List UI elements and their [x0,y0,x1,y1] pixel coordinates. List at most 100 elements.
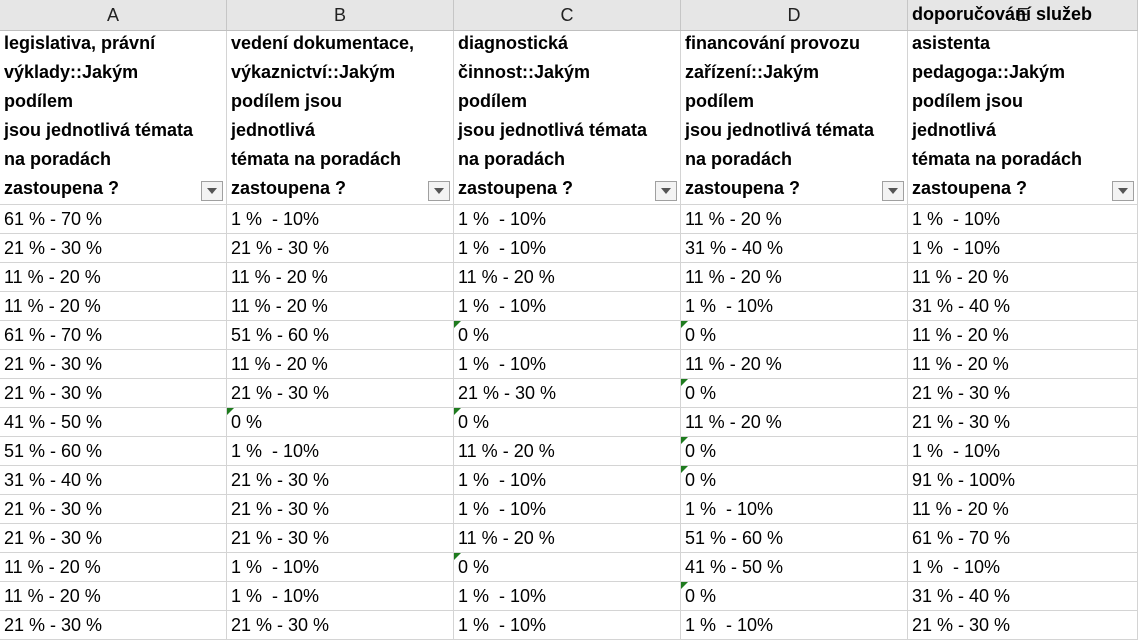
table-cell[interactable]: 1 % - 10% [454,466,681,494]
table-cell[interactable]: 61 % - 70 % [0,321,227,349]
table-cell[interactable]: 1 % - 10% [908,205,1138,233]
header-line: výkaznictví::Jakým [231,62,396,82]
table-cell[interactable]: 21 % - 30 % [454,379,681,407]
table-cell[interactable]: 1 % - 10% [454,582,681,610]
header-cell-a[interactable]: legislativa, právní výklady::Jakým podíle… [0,31,227,204]
table-cell[interactable]: 0 % [681,582,908,610]
table-cell[interactable]: 21 % - 30 % [0,524,227,552]
table-cell[interactable]: 41 % - 50 % [681,553,908,581]
table-cell[interactable]: 1 % - 10% [908,234,1138,262]
column-header-c[interactable]: C [454,0,681,30]
table-cell[interactable]: 31 % - 40 % [681,234,908,262]
table-cell[interactable]: 11 % - 20 % [908,495,1138,523]
table-cell[interactable]: 61 % - 70 % [0,205,227,233]
header-line: podílem jsou jednotlivá [912,91,1024,140]
header-cell-d[interactable]: financování provozu zařízení::Jakým podíl… [681,31,908,204]
table-cell[interactable]: 21 % - 30 % [0,234,227,262]
table-cell[interactable]: 11 % - 20 % [227,292,454,320]
table-cell[interactable]: 1 % - 10% [454,205,681,233]
table-cell[interactable]: 1 % - 10% [681,495,908,523]
table-cell[interactable]: 0 % [454,321,681,349]
filter-dropdown-button[interactable] [882,181,904,201]
table-cell[interactable]: 0 % [681,437,908,465]
header-line: zastoupena ? [685,178,801,198]
table-cell[interactable]: 21 % - 30 % [227,466,454,494]
table-cell[interactable]: 11 % - 20 % [227,350,454,378]
table-cell[interactable]: 11 % - 20 % [681,408,908,436]
header-cell-c[interactable]: diagnostická činnost::Jakým podílem jsou j… [454,31,681,204]
table-cell[interactable]: 0 % [227,408,454,436]
table-cell[interactable]: 11 % - 20 % [908,263,1138,291]
filter-dropdown-button[interactable] [655,181,677,201]
table-cell[interactable]: 51 % - 60 % [681,524,908,552]
table-cell[interactable]: 21 % - 30 % [227,524,454,552]
table-cell[interactable]: 21 % - 30 % [0,379,227,407]
table-cell[interactable]: 1 % - 10% [681,292,908,320]
table-cell[interactable]: 11 % - 20 % [0,582,227,610]
table-row: 61 % - 70 % 1 % - 10% 1 % - 10% 11 % - 20 %… [0,205,1138,234]
filter-dropdown-button[interactable] [201,181,223,201]
table-cell[interactable]: 11 % - 20 % [681,205,908,233]
table-cell[interactable]: 21 % - 30 % [227,495,454,523]
table-cell[interactable]: 1 % - 10% [908,553,1138,581]
table-cell[interactable]: 0 % [681,321,908,349]
table-cell[interactable]: 0 % [681,466,908,494]
column-header-a[interactable]: A [0,0,227,30]
header-label: diagnostická činnost::Jakým podílem jsou j… [458,29,680,203]
table-cell[interactable]: 41 % - 50 % [0,408,227,436]
table-cell[interactable]: 21 % - 30 % [908,611,1138,639]
header-line: zastoupena ? [458,178,574,198]
table-cell[interactable]: 1 % - 10% [454,350,681,378]
table-cell[interactable]: 21 % - 30 % [0,350,227,378]
table-cell[interactable]: 11 % - 20 % [0,292,227,320]
table-cell[interactable]: 11 % - 20 % [227,263,454,291]
table-cell[interactable]: 21 % - 30 % [0,611,227,639]
table-cell[interactable]: 11 % - 20 % [454,263,681,291]
column-header-b[interactable]: B [227,0,454,30]
table-cell[interactable]: 11 % - 20 % [454,437,681,465]
table-cell[interactable]: 21 % - 30 % [908,379,1138,407]
table-cell[interactable]: 21 % - 30 % [227,234,454,262]
table-cell[interactable]: 1 % - 10% [454,611,681,639]
table-cell[interactable]: 61 % - 70 % [908,524,1138,552]
table-cell[interactable]: 31 % - 40 % [0,466,227,494]
header-cell-e[interactable]: doporučování služeb asistenta pedagoga::Ja… [908,4,1138,204]
table-cell[interactable]: 31 % - 40 % [908,582,1138,610]
table-cell[interactable]: 21 % - 30 % [227,379,454,407]
table-cell[interactable]: 31 % - 40 % [908,292,1138,320]
table-cell[interactable]: 1 % - 10% [908,437,1138,465]
table-cell[interactable]: 11 % - 20 % [0,553,227,581]
table-cell[interactable]: 1 % - 10% [681,611,908,639]
table-cell[interactable]: 1 % - 10% [227,553,454,581]
table-cell[interactable]: 21 % - 30 % [227,611,454,639]
table-cell[interactable]: 1 % - 10% [227,437,454,465]
table-cell[interactable]: 11 % - 20 % [681,263,908,291]
table-cell[interactable]: 0 % [454,553,681,581]
filter-dropdown-button[interactable] [428,181,450,201]
table-cell[interactable]: 1 % - 10% [227,205,454,233]
table-cell[interactable]: 11 % - 20 % [908,350,1138,378]
table-cell[interactable]: 11 % - 20 % [908,321,1138,349]
table-cell[interactable]: 1 % - 10% [227,582,454,610]
table-cell[interactable]: 21 % - 30 % [0,495,227,523]
table-cell[interactable]: 0 % [454,408,681,436]
table-row: 61 % - 70 % 51 % - 60 % 0 % 0 % 11 % - 20 % [0,321,1138,350]
table-cell[interactable]: 51 % - 60 % [0,437,227,465]
table-cell[interactable]: 1 % - 10% [454,495,681,523]
table-cell[interactable]: 21 % - 30 % [908,408,1138,436]
table-cell[interactable]: 1 % - 10% [454,234,681,262]
header-line: asistenta [912,33,991,53]
table-row: 21 % - 30 % 21 % - 30 % 11 % - 20 % 51 % - … [0,524,1138,553]
table-cell[interactable]: 1 % - 10% [454,292,681,320]
table-cell[interactable]: 11 % - 20 % [681,350,908,378]
table-cell[interactable]: 11 % - 20 % [0,263,227,291]
column-header-d[interactable]: D [681,0,908,30]
filter-dropdown-button[interactable] [1112,181,1134,201]
header-cell-b[interactable]: vedení dokumentace, výkaznictví::Jakým pod… [227,31,454,204]
table-cell[interactable]: 11 % - 20 % [454,524,681,552]
table-header-row: legislativa, právní výklady::Jakým podíle… [0,4,1138,205]
table-cell[interactable]: 0 % [681,379,908,407]
header-line: na poradách [458,149,566,169]
table-cell[interactable]: 51 % - 60 % [227,321,454,349]
table-cell[interactable]: 91 % - 100% [908,466,1138,494]
